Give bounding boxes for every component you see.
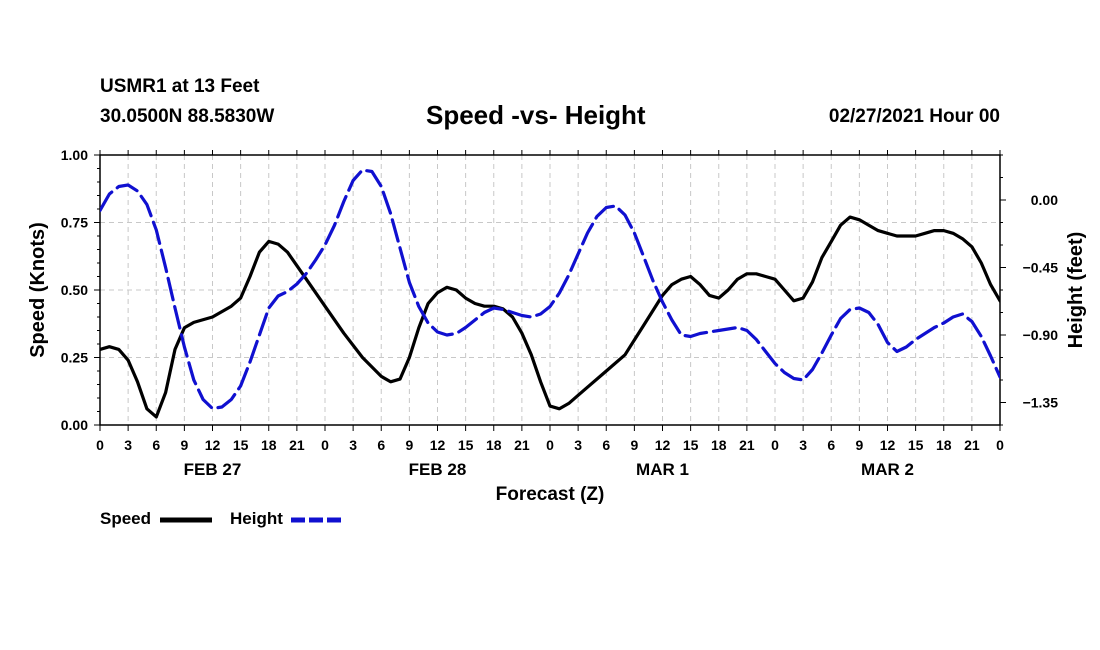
y-axis-label: Speed (Knots) bbox=[27, 222, 49, 358]
x-tick-label: 6 bbox=[152, 437, 160, 453]
x-axis-label: Forecast (Z) bbox=[496, 484, 605, 505]
date-label: FEB 27 bbox=[184, 460, 242, 479]
x-tick-label: 12 bbox=[655, 437, 671, 453]
x-tick-label: 6 bbox=[377, 437, 385, 453]
forecast-date: 02/27/2021 Hour 00 bbox=[828, 106, 1000, 127]
y2-tick-label: −0.45 bbox=[1023, 260, 1059, 276]
x-tick-label: 15 bbox=[683, 437, 699, 453]
x-tick-label: 15 bbox=[908, 437, 924, 453]
x-tick-label: 21 bbox=[739, 437, 755, 453]
x-tick-label: 3 bbox=[574, 437, 582, 453]
station-title: USMR1 at 13 Feet bbox=[100, 76, 260, 97]
x-tick-label: 12 bbox=[205, 437, 221, 453]
series-line-speed bbox=[100, 215, 1000, 419]
x-tick-label: 9 bbox=[855, 437, 863, 453]
y2-tick-label: 0.00 bbox=[1031, 192, 1058, 208]
legend: Speed Height bbox=[100, 509, 343, 528]
legend-label-height: Height bbox=[230, 509, 283, 528]
series-lines bbox=[100, 168, 1000, 419]
date-label: MAR 2 bbox=[861, 460, 914, 479]
x-tick-label: 12 bbox=[430, 437, 446, 453]
x-tick-label: 3 bbox=[799, 437, 807, 453]
station-coordinates: 30.0500N 88.5830W bbox=[100, 106, 275, 127]
x-tick-label: 9 bbox=[405, 437, 413, 453]
x-tick-label: 21 bbox=[964, 437, 980, 453]
x-tick-label: 0 bbox=[321, 437, 329, 453]
x-tick-label: 0 bbox=[771, 437, 779, 453]
grid bbox=[100, 155, 1000, 425]
y-tick-label: 0.25 bbox=[61, 350, 88, 366]
x-tick-label: 18 bbox=[486, 437, 502, 453]
x-tick-label: 21 bbox=[514, 437, 530, 453]
y-tick-label: 0.50 bbox=[61, 282, 88, 298]
x-tick-label: 9 bbox=[630, 437, 638, 453]
chart-title: Speed -vs- Height bbox=[426, 100, 646, 130]
x-tick-label: 12 bbox=[880, 437, 896, 453]
y-tick-label: 0.75 bbox=[61, 215, 88, 231]
x-tick-label: 18 bbox=[936, 437, 952, 453]
date-label: FEB 28 bbox=[409, 460, 467, 479]
x-tick-label: 3 bbox=[124, 437, 132, 453]
y-tick-label: 0.00 bbox=[61, 417, 88, 433]
x-tick-label: 0 bbox=[996, 437, 1004, 453]
y2-axis-label: Height (feet) bbox=[1065, 232, 1087, 349]
date-label: MAR 1 bbox=[636, 460, 689, 479]
axis-ticks: 0 3 6 9 12 15 18 21 0 3 6 9 12 15 18 21 0 3 6 9 12 15 18 21 0 3 6 9… bbox=[61, 147, 1058, 479]
x-tick-label: 21 bbox=[289, 437, 305, 453]
y2-tick-label: −0.90 bbox=[1023, 327, 1059, 343]
y2-tick-label: −1.35 bbox=[1023, 395, 1059, 411]
legend-label-speed: Speed bbox=[100, 509, 151, 528]
y-tick-label: 1.00 bbox=[61, 147, 88, 163]
x-tick-label: 0 bbox=[96, 437, 104, 453]
x-tick-label: 9 bbox=[180, 437, 188, 453]
x-tick-label: 6 bbox=[827, 437, 835, 453]
x-tick-label: 6 bbox=[602, 437, 610, 453]
x-tick-label: 3 bbox=[349, 437, 357, 453]
x-tick-label: 0 bbox=[546, 437, 554, 453]
x-tick-label: 18 bbox=[261, 437, 277, 453]
x-tick-label: 15 bbox=[458, 437, 474, 453]
x-tick-label: 18 bbox=[711, 437, 727, 453]
series-line-height bbox=[100, 168, 1000, 411]
x-tick-label: 15 bbox=[233, 437, 249, 453]
